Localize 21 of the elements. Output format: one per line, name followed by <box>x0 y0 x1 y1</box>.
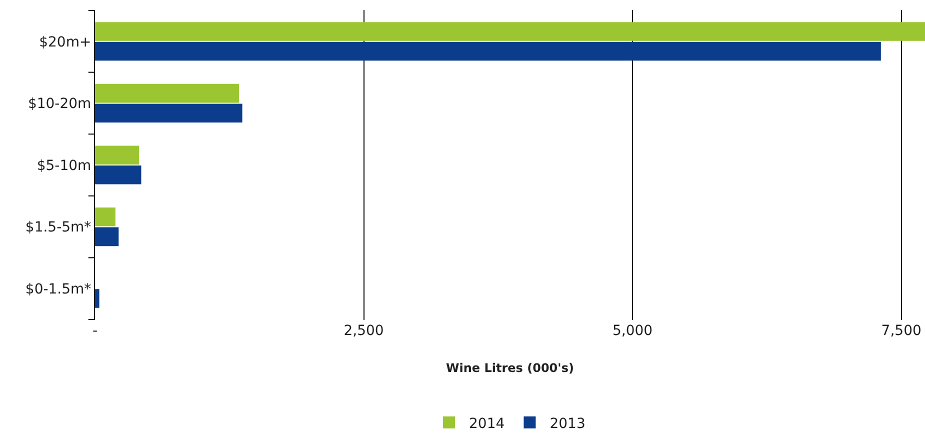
bar <box>95 104 242 122</box>
y-tick-label: $20m+ <box>39 34 92 50</box>
bar <box>95 165 142 184</box>
bar <box>95 208 116 226</box>
bar <box>95 84 240 103</box>
x-axis-title: Wine Litres (000's) <box>446 360 574 375</box>
legend-label: 2014 <box>469 416 505 432</box>
y-tick-label: $0-1.5m* <box>25 282 92 298</box>
bar <box>95 22 925 41</box>
y-tick-label: $10-20m <box>28 96 92 112</box>
y-tick-label: $5-10m <box>36 158 92 174</box>
x-tick-label: 7,500 <box>881 323 922 339</box>
legend-label: 2013 <box>550 416 586 432</box>
bar <box>95 146 140 165</box>
bar <box>95 289 100 308</box>
x-tick-label: 5,000 <box>612 323 653 339</box>
x-tick-label: 2,500 <box>344 323 384 339</box>
bar <box>95 227 119 246</box>
x-tick-label: - <box>92 323 98 339</box>
bar <box>95 42 881 61</box>
y-tick-label: $1.5-5m* <box>25 220 92 236</box>
